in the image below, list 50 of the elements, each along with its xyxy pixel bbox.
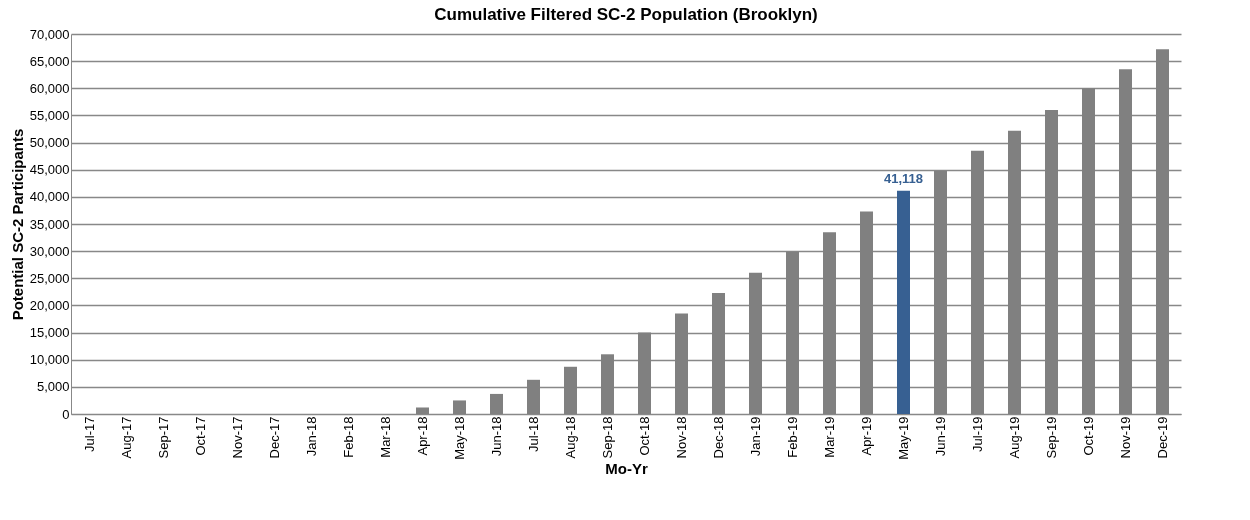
x-tick-label: Nov-19 (1117, 416, 1133, 459)
y-tick-label: 15,000 (29, 325, 70, 341)
x-tick-label: Dec-18 (710, 416, 726, 459)
x-tick-label: Sep-19 (1043, 416, 1059, 459)
data-label: 41,118 (883, 170, 924, 186)
y-tick-label: 50,000 (29, 135, 70, 151)
y-tick-label: 0 (62, 406, 70, 422)
x-tick-label: Oct-17 (192, 416, 208, 456)
y-tick-label: 35,000 (29, 216, 70, 232)
x-tick-label: Dec-19 (1154, 416, 1170, 459)
y-tick-label: 65,000 (29, 53, 70, 69)
y-tick-label: 40,000 (29, 189, 70, 205)
x-tick-label: Sep-18 (599, 416, 615, 459)
x-tick-label: Nov-18 (673, 416, 689, 459)
x-tick-label: Dec-17 (266, 416, 282, 459)
x-tick-label: Apr-18 (414, 416, 430, 456)
x-tick-label: Jun-18 (488, 416, 504, 457)
x-tick-label: Sep-17 (155, 416, 171, 459)
y-tick-label: 20,000 (29, 297, 70, 313)
x-tick-label: Feb-19 (784, 416, 800, 458)
x-tick-label: Oct-19 (1080, 416, 1096, 456)
x-tick-label: Mar-19 (821, 416, 837, 458)
x-tick-label: Aug-19 (1006, 416, 1022, 459)
x-tick-label: Feb-18 (340, 416, 356, 458)
y-tick-label: 30,000 (29, 243, 70, 259)
bar (897, 190, 910, 414)
x-tick-label: Jun-19 (932, 416, 948, 457)
y-tick-label: 25,000 (29, 270, 70, 286)
x-tick-label: Jul-18 (525, 416, 541, 452)
y-tick-label: 60,000 (29, 80, 70, 96)
y-tick-label: 70,000 (29, 26, 70, 42)
x-tick-label: Aug-17 (118, 416, 134, 459)
y-tick-label: 45,000 (29, 162, 70, 178)
x-tick-label: Oct-18 (636, 416, 652, 456)
chart-title: Cumulative Filtered SC-2 Population (Brooklyn) (434, 5, 818, 24)
y-tick-label: 55,000 (29, 107, 70, 123)
x-tick-label: Aug-18 (562, 416, 578, 459)
y-tick-label: 10,000 (29, 352, 70, 368)
y-axis-title: Potential SC-2 Participants (8, 128, 26, 321)
x-tick-label: May-19 (895, 416, 911, 460)
x-tick-label: Apr-19 (858, 416, 874, 456)
x-axis-title: Mo-Yr (605, 459, 648, 477)
x-tick-label: Jul-17 (81, 416, 97, 452)
x-tick-label: Jan-19 (747, 416, 763, 457)
y-tick-label: 5,000 (36, 379, 70, 395)
x-tick-label: Jan-18 (303, 416, 319, 457)
x-tick-label: May-18 (451, 416, 467, 460)
x-tick-label: Nov-17 (229, 416, 245, 459)
x-tick-label: Mar-18 (377, 416, 393, 458)
x-tick-label: Jul-19 (969, 416, 985, 452)
